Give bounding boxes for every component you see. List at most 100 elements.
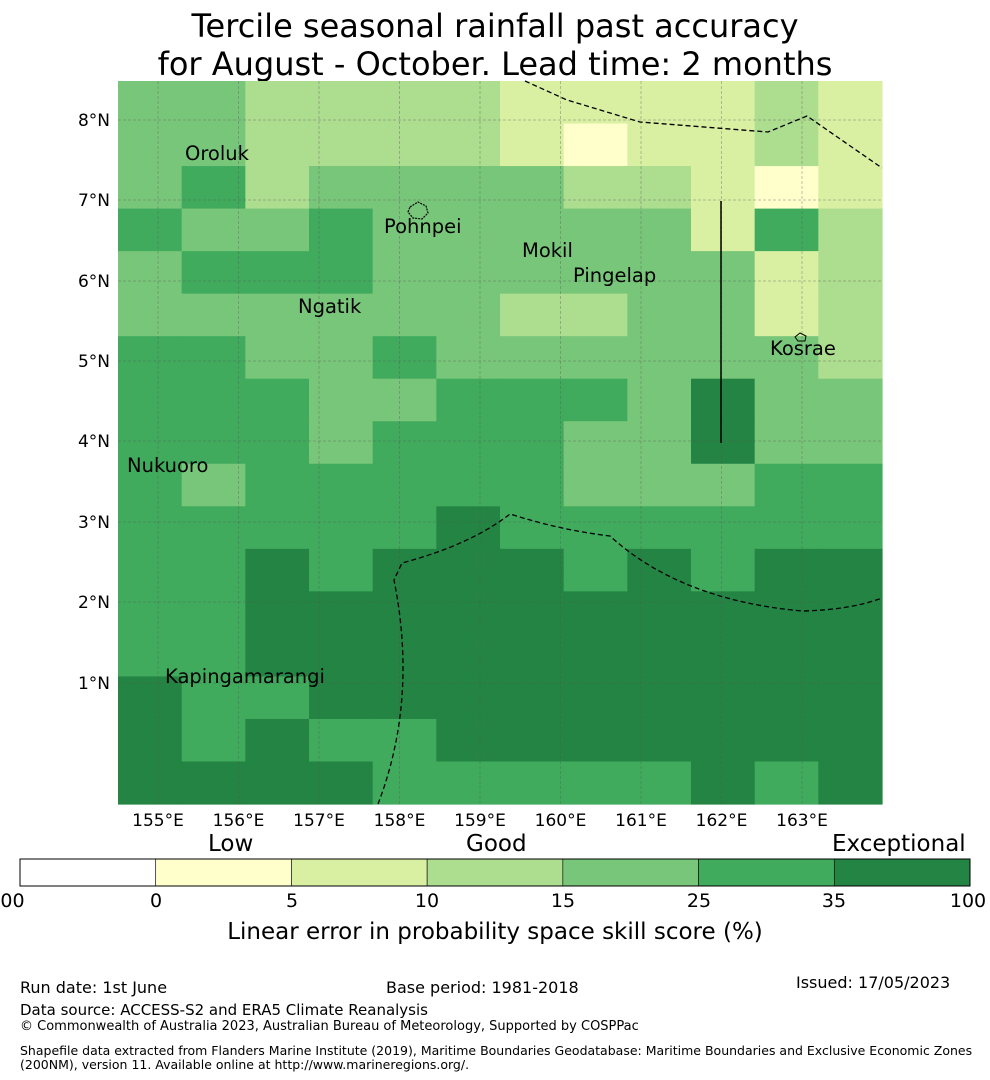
- colorbar-segment: [291, 858, 428, 887]
- skill-grid-cell: [500, 463, 565, 507]
- place-label-kapingamarangi: Kapingamarangi: [165, 665, 325, 688]
- longitude-label: 155°E: [132, 811, 184, 831]
- skill-grid-cell: [372, 123, 437, 167]
- skill-grid-cell: [627, 378, 692, 422]
- skill-grid-cell: [436, 123, 501, 167]
- skill-grid-cell: [754, 81, 819, 125]
- skill-grid-cell: [245, 378, 310, 422]
- skill-grid-cell: [181, 208, 246, 252]
- skill-grid-cell: [309, 761, 374, 805]
- skill-grid-cell: [627, 421, 692, 465]
- run-date: Run date: 1st June: [20, 978, 168, 997]
- skill-grid-cell: [818, 81, 883, 125]
- colorbar-tick: 15: [550, 890, 576, 912]
- place-label-nukuoro: Nukuoro: [127, 454, 208, 477]
- skill-grid-cell: [436, 293, 501, 337]
- colorbar-segment: [426, 858, 564, 887]
- skill-grid-cell: [181, 718, 246, 763]
- skill-grid-cell: [118, 81, 183, 125]
- skill-grid-cell: [309, 293, 374, 337]
- skill-grid-cell: [818, 676, 883, 720]
- longitude-label: 158°E: [374, 811, 426, 831]
- colorbar-segment: [833, 858, 971, 887]
- skill-grid-cell: [309, 676, 374, 720]
- skill-grid-cell: [627, 548, 692, 592]
- skill-grid-cell: [627, 251, 692, 295]
- skill-grid-cell: [627, 463, 692, 507]
- latitude-label: 4°N: [78, 432, 110, 452]
- latitude-label: 6°N: [78, 272, 110, 292]
- skill-grid-cell: [818, 548, 883, 592]
- skill-grid-cell: [436, 81, 501, 125]
- skill-grid-cell: [500, 378, 565, 422]
- skill-grid-cell: [627, 81, 692, 125]
- skill-grid-cell: [118, 761, 183, 805]
- skill-grid-cell: [181, 421, 246, 465]
- skill-grid-cell: [691, 251, 756, 295]
- skill-grid-cell: [754, 336, 819, 380]
- skill-grid-cell: [818, 208, 883, 252]
- skill-grid-cell: [691, 166, 756, 210]
- skill-grid-cell: [818, 633, 883, 678]
- skill-grid-cell: [309, 378, 374, 422]
- skill-grid-cell: [309, 463, 374, 507]
- colorbar-tick: 35: [821, 890, 847, 912]
- skill-grid-cell: [691, 421, 756, 465]
- skill-grid-cell: [500, 166, 565, 210]
- skill-grid-cell: [245, 548, 310, 592]
- skill-grid-cell: [372, 166, 437, 210]
- latitude-label: 5°N: [78, 352, 110, 372]
- skill-grid-cell: [181, 591, 246, 635]
- place-label-pohnpei: Pohnpei: [384, 215, 462, 238]
- skill-grid-cell: [309, 336, 374, 380]
- skill-grid-cell: [500, 251, 565, 295]
- skill-grid-cell: [563, 633, 628, 678]
- skill-grid-cell: [563, 378, 628, 422]
- skill-grid-cell: [436, 676, 501, 720]
- skill-grid-cell: [372, 208, 437, 252]
- skill-grid-cell: [627, 208, 692, 252]
- skill-grid-cell: [245, 676, 310, 720]
- place-label-kosrae: Kosrae: [770, 337, 836, 360]
- skill-grid-cell: [563, 506, 628, 550]
- skill-grid-cell: [754, 251, 819, 295]
- skill-grid-cell: [627, 336, 692, 380]
- skill-grid-cell: [691, 506, 756, 550]
- skill-grid-cell: [309, 166, 374, 210]
- skill-grid-cell: [500, 336, 565, 380]
- skill-grid-cell: [181, 166, 246, 210]
- skill-grid-cell: [691, 676, 756, 720]
- skill-grid-cell: [309, 506, 374, 550]
- skill-grid-cell: [563, 676, 628, 720]
- colorbar-tick: 5: [285, 890, 299, 912]
- skill-grid-cell: [245, 123, 310, 167]
- skill-grid-cell: [245, 591, 310, 635]
- skill-grid-cell: [245, 251, 310, 295]
- skill-grid-cell: [436, 548, 501, 592]
- longitude-label: 156°E: [213, 811, 265, 831]
- skill-grid-cell: [372, 548, 437, 592]
- skill-grid-cell: [436, 336, 501, 380]
- shapefile-credit-line-2: (200NM), version 11. Available online at…: [20, 1057, 470, 1072]
- longitude-label: 162°E: [696, 811, 748, 831]
- skill-grid-cell: [818, 336, 883, 380]
- skill-grid-cell: [245, 336, 310, 380]
- latitude-label: 8°N: [78, 111, 110, 131]
- latitude-label: 1°N: [78, 674, 110, 694]
- skill-grid-cell: [818, 293, 883, 337]
- skill-grid-cell: [372, 293, 437, 337]
- skill-grid-cell: [500, 548, 565, 592]
- skill-grid-cell: [181, 676, 246, 720]
- skill-grid-cell: [500, 81, 565, 125]
- skill-grid-cell: [372, 378, 437, 422]
- skill-grid-cell: [436, 421, 501, 465]
- latitude-label: 2°N: [78, 593, 110, 613]
- skill-grid-cell: [563, 463, 628, 507]
- place-label-mokil: Mokil: [522, 239, 573, 262]
- skill-grid-cell: [181, 123, 246, 167]
- skill-grid-cell: [563, 718, 628, 763]
- skill-grid-cell: [818, 251, 883, 295]
- skill-grid-cell: [818, 123, 883, 167]
- skill-grid-cell: [436, 251, 501, 295]
